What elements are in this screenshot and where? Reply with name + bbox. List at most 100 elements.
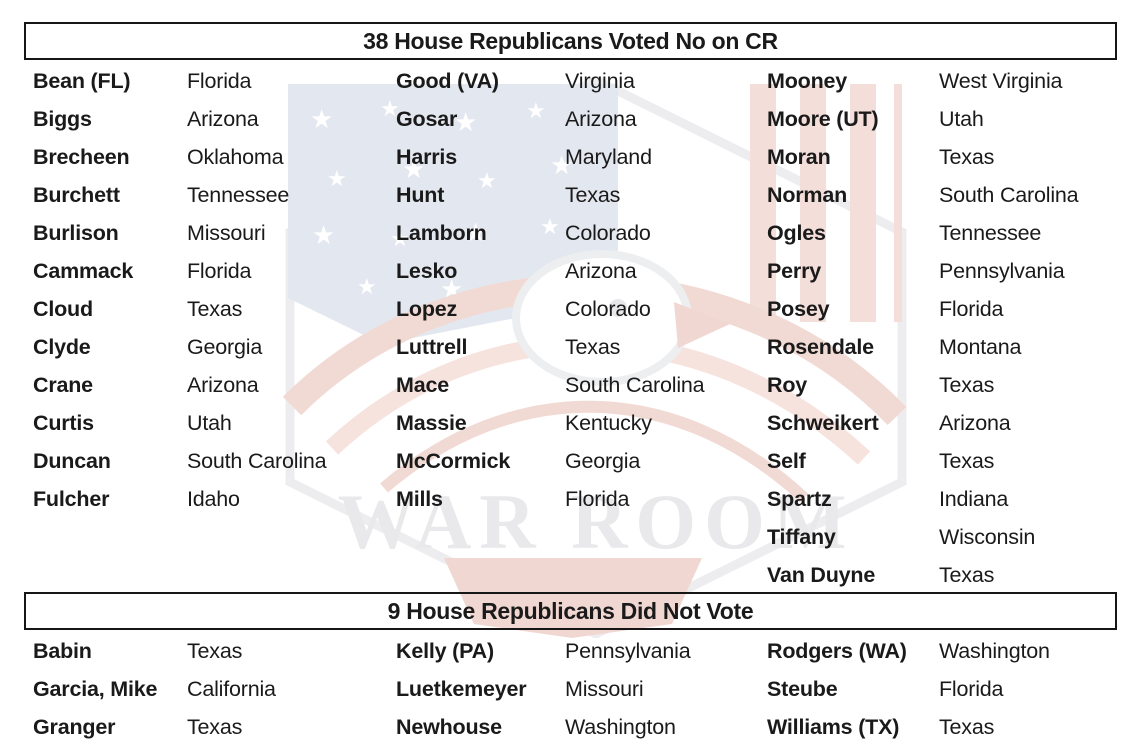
member-state: Wisconsin	[939, 524, 1036, 549]
table-row: Gosar Arizona	[396, 100, 704, 138]
member-state: Idaho	[187, 486, 240, 511]
voted-no-column-3: Mooney West Virginia Moore (UT) Utah Mor…	[767, 62, 1079, 594]
member-state: Texas	[187, 638, 243, 663]
member-state: Missouri	[565, 676, 644, 701]
member-name: Gosar	[396, 106, 458, 131]
member-name: Hunt	[396, 182, 445, 207]
table-row: Babin Texas	[33, 632, 276, 670]
member-state: Montana	[939, 334, 1022, 359]
did-not-vote-header: 9 House Republicans Did Not Vote	[24, 592, 1117, 630]
member-name: Cloud	[33, 296, 93, 321]
member-name: Cammack	[33, 258, 134, 283]
member-name: Mooney	[767, 68, 848, 93]
member-state: Colorado	[565, 220, 651, 245]
table-row: Perry Pennsylvania	[767, 252, 1078, 290]
table-row: Mooney West Virginia	[767, 62, 1078, 100]
member-name: McCormick	[396, 448, 511, 473]
member-name: Steube	[767, 676, 838, 701]
table-row: Good (VA) Virginia	[396, 62, 704, 100]
table-row: Crane Arizona	[33, 366, 326, 404]
member-name: Good (VA)	[396, 68, 499, 93]
member-state: Indiana	[939, 486, 1009, 511]
table-row: Spartz Indiana	[767, 480, 1078, 518]
table-row: Posey Florida	[767, 290, 1078, 328]
member-state: Washington	[939, 638, 1050, 663]
member-state: Virginia	[565, 68, 635, 93]
svg-text:★: ★	[327, 166, 347, 191]
voted-no-header: 38 House Republicans Voted No on CR	[24, 22, 1117, 60]
member-state: Tennessee	[939, 220, 1042, 245]
member-state: Georgia	[565, 448, 641, 473]
member-name: Self	[767, 448, 806, 473]
member-state: Texas	[939, 714, 995, 739]
member-state: Texas	[187, 296, 243, 321]
voted-no-title: 38 House Republicans Voted No on CR	[363, 27, 778, 54]
table-row: Cammack Florida	[33, 252, 326, 290]
member-name: Rosendale	[767, 334, 874, 359]
table-row: Cloud Texas	[33, 290, 326, 328]
member-state: Oklahoma	[187, 144, 284, 169]
table-row: Burlison Missouri	[33, 214, 326, 252]
member-name: Rodgers (WA)	[767, 638, 907, 663]
svg-text:★: ★	[357, 274, 377, 299]
member-name: Norman	[767, 182, 848, 207]
table-row: Ogles Tennessee	[767, 214, 1078, 252]
member-state: Texas	[939, 562, 995, 587]
table-row: Burchett Tennessee	[33, 176, 326, 214]
table-row: Rodgers (WA) Washington	[767, 632, 1050, 670]
member-name: Burchett	[33, 182, 120, 207]
did-not-vote-title: 9 House Republicans Did Not Vote	[387, 597, 754, 624]
table-row: Granger Texas	[33, 708, 276, 746]
member-name: Tiffany	[767, 524, 836, 549]
member-state: Florida	[939, 676, 1004, 701]
did-not-vote-column-2: Kelly (PA) Pennsylvania Luetkemeyer Miss…	[396, 632, 691, 746]
member-state: Florida	[565, 486, 630, 511]
member-state: Pennsylvania	[939, 258, 1065, 283]
member-state: Florida	[187, 258, 252, 283]
member-state: Florida	[939, 296, 1004, 321]
member-name: Bean (FL)	[33, 68, 131, 93]
member-name: Lopez	[396, 296, 458, 321]
member-state: Utah	[187, 410, 232, 435]
member-name: Williams (TX)	[767, 714, 900, 739]
table-row: Roy Texas	[767, 366, 1078, 404]
table-row: Harris Maryland	[396, 138, 704, 176]
table-row: Brecheen Oklahoma	[33, 138, 326, 176]
table-row: McCormick Georgia	[396, 442, 704, 480]
member-state: Texas	[939, 448, 995, 473]
table-row: Rosendale Montana	[767, 328, 1078, 366]
member-state: Texas	[565, 334, 621, 359]
table-row: Schweikert Arizona	[767, 404, 1078, 442]
member-name: Moore (UT)	[767, 106, 879, 131]
member-state: Texas	[187, 714, 243, 739]
member-state: South Carolina	[939, 182, 1079, 207]
table-row: Biggs Arizona	[33, 100, 326, 138]
member-name: Kelly (PA)	[396, 638, 494, 663]
member-name: Burlison	[33, 220, 119, 245]
voted-no-column-1: Bean (FL) Florida Biggs Arizona Brecheen…	[33, 62, 327, 518]
member-name: Fulcher	[33, 486, 110, 511]
table-row: Mace South Carolina	[396, 366, 705, 404]
table-row: Self Texas	[767, 442, 1078, 480]
table-row: Steube Florida	[767, 670, 1050, 708]
table-row: Hunt Texas	[396, 176, 704, 214]
member-name: Mills	[396, 486, 443, 511]
member-name: Lesko	[396, 258, 458, 283]
member-name: Luetkemeyer	[396, 676, 527, 701]
table-row: Van Duyne Texas	[767, 556, 1078, 594]
table-row: Kelly (PA) Pennsylvania	[396, 632, 691, 670]
member-name: Perry	[767, 258, 821, 283]
table-row: Norman South Carolina	[767, 176, 1079, 214]
member-name: Mace	[396, 372, 449, 397]
table-row: Fulcher Idaho	[33, 480, 326, 518]
member-name: Luttrell	[396, 334, 468, 359]
member-name: Crane	[33, 372, 93, 397]
member-state: Utah	[939, 106, 984, 131]
table-row: Moore (UT) Utah	[767, 100, 1078, 138]
member-state: California	[187, 676, 276, 701]
member-state: Tennessee	[187, 182, 290, 207]
member-name: Brecheen	[33, 144, 130, 169]
did-not-vote-column-1: Babin Texas Garcia, Mike California Gran…	[33, 632, 276, 746]
member-name: Ogles	[767, 220, 826, 245]
member-state: South Carolina	[187, 448, 327, 473]
